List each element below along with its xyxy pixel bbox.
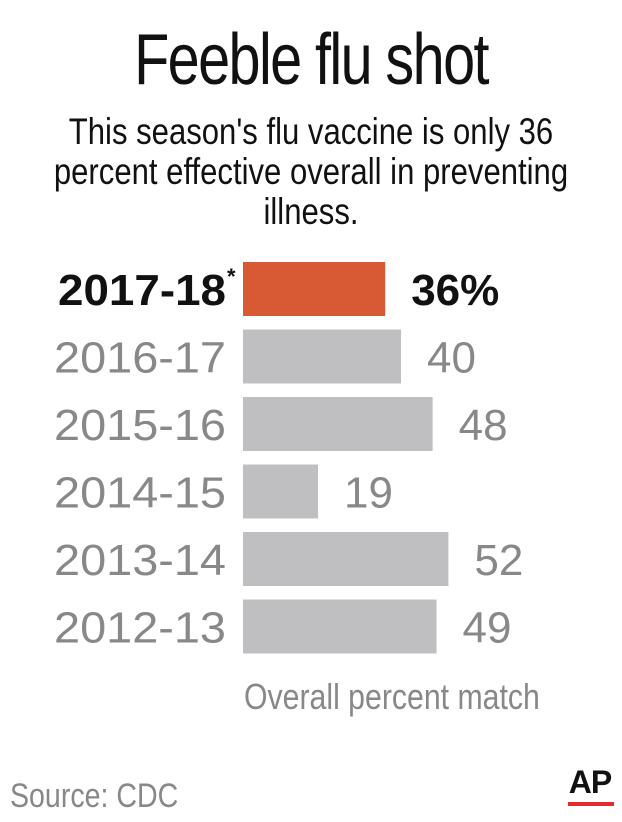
category-label-2017-18: 2017-18: [58, 266, 226, 315]
category-label-2016-17: 2016-17: [54, 334, 226, 383]
bar-2014-15: [243, 464, 319, 519]
value-label-2015-16: 48: [459, 401, 508, 450]
footnote-mark: *: [227, 264, 236, 289]
ap-logo-underline: [568, 802, 614, 806]
source-credit: Source: CDC: [10, 777, 179, 815]
category-label-2014-15: 2014-15: [54, 469, 226, 518]
bar-2016-17: [243, 329, 401, 384]
x-axis-label: Overall percent match: [244, 676, 540, 717]
ap-logo-text: AP: [568, 764, 612, 800]
bar-2012-13: [243, 599, 437, 654]
category-label-2015-16: 2015-16: [54, 401, 226, 450]
value-label-2013-14: 52: [474, 536, 523, 585]
bar-2013-14: [243, 532, 449, 586]
ap-logo: AP: [564, 764, 616, 812]
chart-subtitle: This season's flu vaccine is only 36 per…: [20, 112, 602, 232]
value-label-2014-15: 19: [344, 469, 393, 518]
value-label-2017-18: 36%: [411, 266, 499, 315]
bar-2015-16: [243, 397, 433, 451]
value-label-2016-17: 40: [427, 334, 476, 383]
chart-title: Feeble flu shot: [134, 20, 489, 100]
value-label-2012-13: 49: [463, 604, 512, 653]
category-label-2013-14: 2013-14: [54, 536, 226, 585]
bar-2017-18: [243, 262, 386, 316]
bar-chart: 2017-18 * 36% 2016-17 40 2015-16 48 2014-15 19 20…: [54, 262, 523, 654]
chart-subtitle-text: This season's flu vaccine is only 36 per…: [53, 111, 569, 232]
category-label-2012-13: 2012-13: [54, 604, 226, 653]
